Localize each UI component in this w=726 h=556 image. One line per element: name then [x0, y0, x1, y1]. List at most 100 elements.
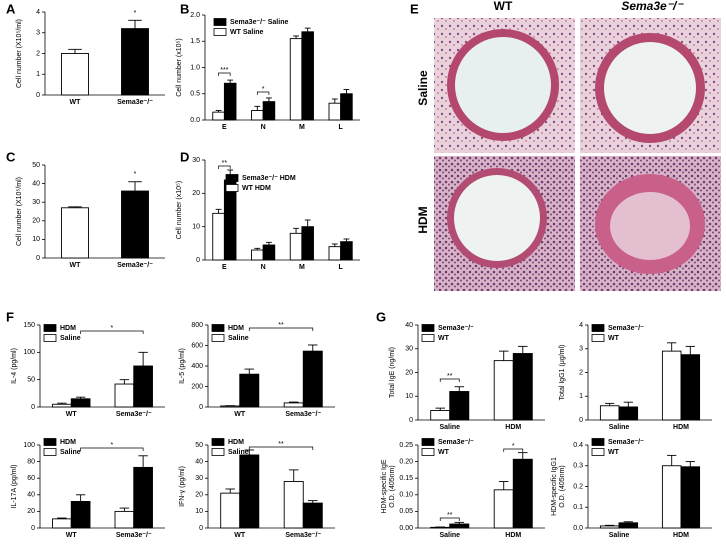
significance-label: * — [512, 443, 515, 450]
legend-label: HDM — [60, 325, 76, 332]
x-tick-label: L — [338, 264, 343, 271]
y-axis-label: HDM-specific IgE — [381, 459, 388, 513]
legend-swatch — [211, 448, 225, 456]
significance-label: * — [111, 442, 114, 449]
legend-label: HDM — [60, 439, 76, 446]
significance-bracket — [218, 72, 231, 76]
x-tick-label: Saline — [439, 532, 460, 539]
legend-label: Saline — [60, 449, 81, 456]
y-tick-label: 2 — [579, 369, 583, 376]
y-tick-label: 20 — [32, 218, 40, 225]
y-axis-label: Cell number (X10⁵/ml) — [16, 177, 23, 246]
y-tick-label: 80 — [27, 458, 35, 465]
x-tick-label: Saline — [439, 424, 460, 431]
y-tick-label: 40 — [27, 492, 35, 499]
x-tick-label: Saline — [609, 424, 630, 431]
y-tick-label: 0.3 — [573, 463, 583, 470]
legend-swatch — [225, 184, 239, 192]
significance-bracket — [256, 91, 270, 95]
panel-letter: C — [6, 149, 16, 164]
y-axis-label: Cell number (X10⁵/ml) — [16, 19, 23, 88]
bar — [289, 232, 303, 261]
legend-swatch — [421, 324, 435, 332]
panel-letter: A — [6, 1, 16, 16]
bar — [661, 465, 682, 529]
y-tick-label: 0 — [36, 255, 40, 262]
x-tick-label: Sema3e⁻/⁻ — [116, 532, 152, 539]
bar — [512, 458, 533, 529]
x-tick-label: M — [299, 124, 305, 131]
y-tick-label: 100 — [23, 349, 35, 356]
bar — [512, 353, 533, 421]
y-tick-label: 200 — [191, 383, 203, 390]
y-tick-label: 40 — [32, 180, 40, 187]
bar — [493, 489, 514, 529]
bar — [283, 402, 304, 408]
bar — [61, 53, 89, 96]
legend-swatch — [211, 438, 225, 446]
y-tick-label: 2.0 — [190, 12, 200, 19]
bar — [430, 526, 451, 529]
y-tick-label: 3 — [36, 30, 40, 37]
legend-label: WT — [608, 335, 620, 342]
bar — [262, 101, 276, 121]
legend-swatch — [211, 324, 225, 332]
bar — [302, 502, 323, 529]
y-tick-label: 0.0 — [573, 525, 583, 532]
bar — [239, 454, 260, 529]
y-tick-label: 0 — [199, 404, 203, 411]
bar — [340, 241, 353, 261]
y-tick-label: 50 — [32, 162, 40, 169]
bar — [239, 373, 260, 408]
legend-swatch — [211, 334, 225, 342]
y-tick-label: 0.05 — [399, 508, 413, 515]
bar — [262, 244, 276, 261]
bar — [52, 403, 72, 408]
bar — [599, 525, 620, 529]
legend-label: Sema3e⁻/⁻ — [438, 439, 474, 446]
bar — [680, 354, 701, 421]
bar — [220, 492, 241, 529]
y-tick-label: 10 — [405, 393, 413, 400]
bar — [251, 249, 264, 261]
bar — [680, 466, 701, 529]
row-label: Saline — [416, 70, 430, 106]
legend-label: Saline — [60, 335, 81, 342]
y-tick-label: 0 — [31, 404, 35, 411]
panel-letter: F — [6, 309, 14, 324]
bar — [430, 410, 451, 421]
y-tick-label: 0 — [196, 257, 200, 264]
legend-swatch — [421, 448, 435, 456]
y-tick-label: 30 — [192, 157, 200, 164]
x-tick-label: HDM — [505, 532, 521, 539]
y-tick-label: 0.00 — [399, 525, 413, 532]
significance-label: ** — [447, 373, 453, 380]
panel-letter: B — [180, 1, 189, 16]
bar — [70, 500, 91, 529]
bar — [449, 391, 470, 421]
y-axis-label: IFN-γ (pg/ml) — [179, 466, 186, 507]
x-tick-label: HDM — [673, 532, 689, 539]
significance-label: ** — [222, 160, 228, 167]
significance-label: ** — [278, 322, 284, 329]
y-tick-label: 0.25 — [399, 442, 413, 449]
bar — [328, 102, 342, 121]
y-tick-label: 4 — [579, 322, 583, 329]
y-axis-label: IL-5 (pg/ml) — [179, 348, 186, 384]
bar — [133, 365, 153, 408]
micrograph — [434, 156, 575, 291]
y-tick-label: 30 — [195, 475, 203, 482]
bar — [301, 31, 314, 121]
significance-label: ** — [447, 512, 453, 519]
bar — [223, 179, 237, 261]
significance-bracket — [80, 330, 144, 334]
column-label: WT — [494, 0, 513, 13]
y-tick-label: 0 — [31, 525, 35, 532]
y-tick-label: 400 — [191, 363, 203, 370]
y-tick-label: 0.1 — [573, 504, 583, 511]
x-tick-label: WT — [234, 532, 246, 539]
micrograph — [580, 18, 721, 153]
significance-label: ** — [278, 441, 284, 448]
y-tick-label: 0.15 — [399, 475, 413, 482]
x-tick-label: E — [222, 124, 227, 131]
